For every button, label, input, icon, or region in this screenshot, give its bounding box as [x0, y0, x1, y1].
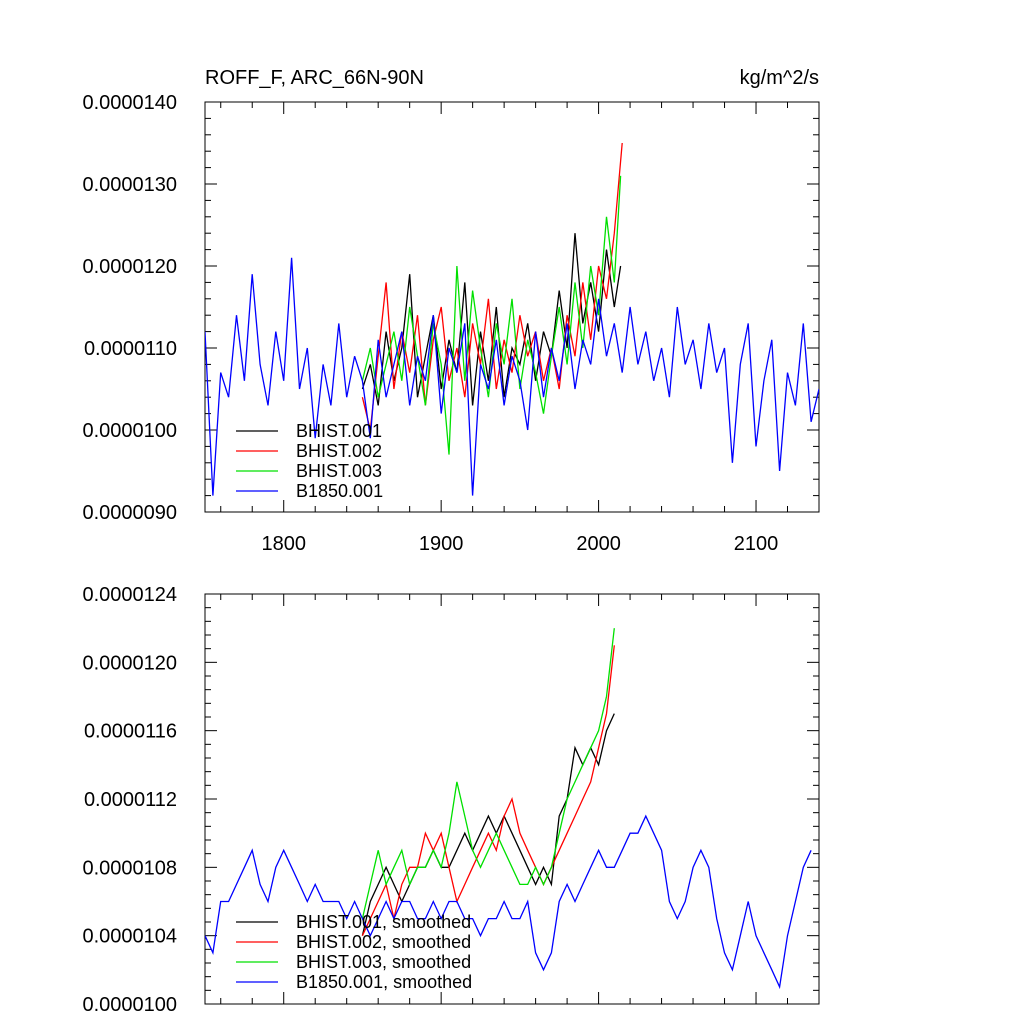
chart-title: ROFF_F, ARC_66N-90N [205, 67, 424, 89]
legend-label: B1850.001, smoothed [296, 972, 472, 992]
legend-label: BHIST.002 [296, 441, 382, 461]
legend-label: BHIST.003 [296, 461, 382, 481]
y-tick-label: 0.0000120 [82, 256, 177, 278]
y-tick-label: 0.0000116 [84, 721, 177, 743]
legend-label: BHIST.001, smoothed [296, 912, 471, 932]
panel-top: ROFF_F, ARC_66N-90N kg/m^2/s 0.0000090 0.00… [82, 67, 820, 555]
x-tick-label: 1900 [419, 533, 464, 555]
legend-label: BHIST.003, smoothed [296, 952, 471, 972]
y-tick-label: 0.0000130 [82, 174, 177, 196]
series-line-2 [361, 175, 622, 455]
y-tick-label: 0.0000120 [82, 652, 177, 674]
y-tick-label: 0.0000140 [82, 92, 177, 114]
y-tick-label: 0.0000108 [82, 857, 177, 879]
y-tick-label: 0.0000112 [84, 789, 177, 811]
series-line-1 [361, 645, 615, 936]
chart-units: kg/m^2/s [740, 67, 819, 89]
legend-label: BHIST.002, smoothed [296, 932, 471, 952]
y-tick-label: 0.0000124 [82, 584, 177, 606]
y-tick-label: 0.0000090 [82, 502, 177, 524]
panel-bottom: 0.0000100 0.0000104 0.0000108 0.0000112 0.00… [82, 584, 820, 1016]
legend-label: B1850.001 [296, 481, 383, 501]
series-line-0 [361, 713, 615, 936]
x-tick-label: 2100 [734, 533, 779, 555]
y-tick-label: 0.0000104 [82, 926, 177, 948]
x-tick-label: 2000 [576, 533, 621, 555]
y-tick-label: 0.0000100 [82, 994, 177, 1016]
x-tick-label: 1800 [261, 533, 306, 555]
legend-label: BHIST.001 [296, 421, 382, 441]
plot-frame [204, 101, 820, 513]
series-line-3 [205, 257, 819, 496]
series-line-2 [361, 628, 615, 919]
y-tick-label: 0.0000100 [82, 420, 177, 442]
y-tick-label: 0.0000110 [84, 338, 177, 360]
series-line-3 [205, 814, 812, 990]
